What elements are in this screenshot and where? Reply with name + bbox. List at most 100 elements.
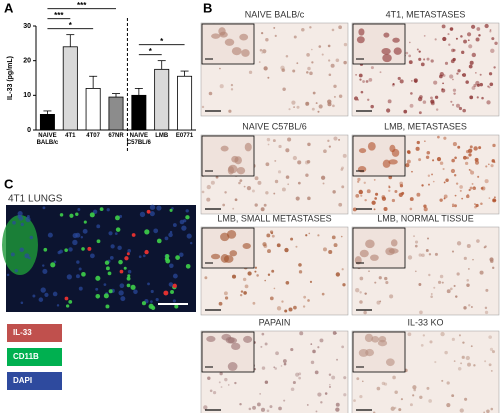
- nucleus: [155, 297, 159, 302]
- tissue-cell: [274, 34, 277, 37]
- cd11b-cell: [81, 271, 86, 277]
- tissue-cell: [309, 26, 312, 29]
- tissue-cell: [301, 28, 305, 32]
- tissue-cell: [218, 381, 221, 384]
- tissue-cell: [228, 109, 232, 113]
- tissue-cell: [457, 145, 461, 149]
- tissue-cell: [462, 108, 466, 113]
- tissue-cell: [468, 304, 471, 307]
- tissue-cell: [476, 27, 481, 31]
- tissue-cell: [452, 103, 455, 106]
- error-bar: [134, 88, 143, 96]
- cd11b-cell: [175, 255, 180, 260]
- tissue-cell: [422, 100, 427, 104]
- tissue-cell: [298, 372, 302, 376]
- tissue-cell: [343, 60, 347, 65]
- tissue-cell: [232, 207, 235, 210]
- tissue-cell: [242, 277, 247, 282]
- tissue-cell: [485, 165, 488, 168]
- tissue-cell: [306, 160, 311, 164]
- tissue-cell: [274, 159, 277, 162]
- nucleus: [117, 245, 122, 251]
- tissue-cell: [489, 29, 492, 31]
- tissue-cell: [480, 202, 483, 206]
- cd11b-cell: [89, 212, 95, 218]
- tissue-cell: [418, 158, 422, 162]
- tissue-cell: [453, 360, 456, 362]
- tissue-cell: [465, 80, 469, 84]
- tissue-cell: [321, 53, 324, 56]
- nucleus: [20, 222, 24, 227]
- nucleus: [179, 252, 184, 257]
- significance-label: *: [69, 21, 73, 30]
- tissue-cell: [307, 299, 310, 302]
- tissue-cell: [476, 239, 480, 243]
- tissue-cell: [394, 190, 398, 193]
- tissue-cell: [318, 45, 322, 48]
- tissue-cell: [370, 104, 374, 109]
- tissue-cell: [332, 331, 337, 335]
- tissue-cell: [443, 136, 447, 140]
- nucleus: [186, 233, 192, 239]
- tissue-cell: [223, 291, 228, 296]
- tissue-cell: [361, 380, 364, 383]
- tissue-cell: [494, 199, 497, 202]
- y-tick-label: 0: [27, 127, 31, 134]
- tissue-cell: [418, 57, 422, 61]
- tissue-cell: [374, 281, 377, 284]
- tissue-cell: [381, 195, 386, 199]
- tissue-cell: [358, 73, 363, 78]
- tissue-cell: [488, 335, 492, 339]
- cd11b-cell: [127, 274, 131, 278]
- tissue-cell: [479, 73, 482, 76]
- micrograph-title: IL-33 KO: [407, 317, 443, 327]
- tissue-cell: [469, 60, 474, 65]
- tissue-cell: [471, 52, 477, 58]
- tissue-cell: [430, 59, 434, 63]
- tissue-cell: [323, 149, 327, 154]
- micrograph-title: LMB, NORMAL TISSUE: [377, 213, 474, 223]
- tissue-cell: [430, 96, 433, 100]
- tissue-cell: [484, 360, 487, 363]
- tissue-cell: [453, 92, 456, 95]
- nucleus: [24, 253, 30, 259]
- tissue-cell: [272, 139, 276, 143]
- tissue-cell: [420, 343, 424, 347]
- tissue-cell: [463, 256, 467, 260]
- tissue-cell: [406, 159, 411, 164]
- inset-cell: [358, 28, 365, 36]
- tissue-cell: [456, 241, 462, 246]
- tissue-cell: [423, 204, 427, 208]
- x-tick-label: 4T07: [86, 133, 100, 139]
- tissue-cell: [410, 92, 413, 95]
- tissue-cell: [489, 30, 492, 33]
- nucleus: [119, 283, 125, 289]
- tissue-cell: [330, 63, 335, 68]
- fluorescence-image: [2, 204, 196, 312]
- tissue-cell: [441, 24, 446, 29]
- cd11b-cell: [148, 303, 154, 309]
- tissue-cell: [269, 405, 273, 409]
- tissue-cell: [317, 110, 320, 113]
- tissue-cell: [282, 87, 286, 91]
- tissue-cell: [212, 391, 217, 395]
- inset-cell: [378, 336, 387, 343]
- tissue-cell: [452, 78, 454, 81]
- tissue-cell: [328, 59, 331, 62]
- nucleus: [38, 297, 44, 302]
- tissue-cell: [284, 247, 289, 253]
- tissue-cell: [386, 108, 391, 113]
- tissue-cell: [378, 276, 382, 280]
- inset-cell: [388, 159, 398, 165]
- tissue-cell: [267, 143, 270, 146]
- tissue-cell: [357, 180, 360, 183]
- tissue-cell: [340, 235, 343, 238]
- panel-label: B: [203, 0, 212, 15]
- tissue-cell: [343, 42, 348, 47]
- inset-cell: [393, 47, 402, 55]
- tissue-cell: [437, 280, 442, 284]
- tissue-cell: [405, 51, 409, 55]
- tissue-cell: [310, 343, 313, 345]
- micrograph: [351, 22, 500, 117]
- tissue-cell: [424, 140, 426, 143]
